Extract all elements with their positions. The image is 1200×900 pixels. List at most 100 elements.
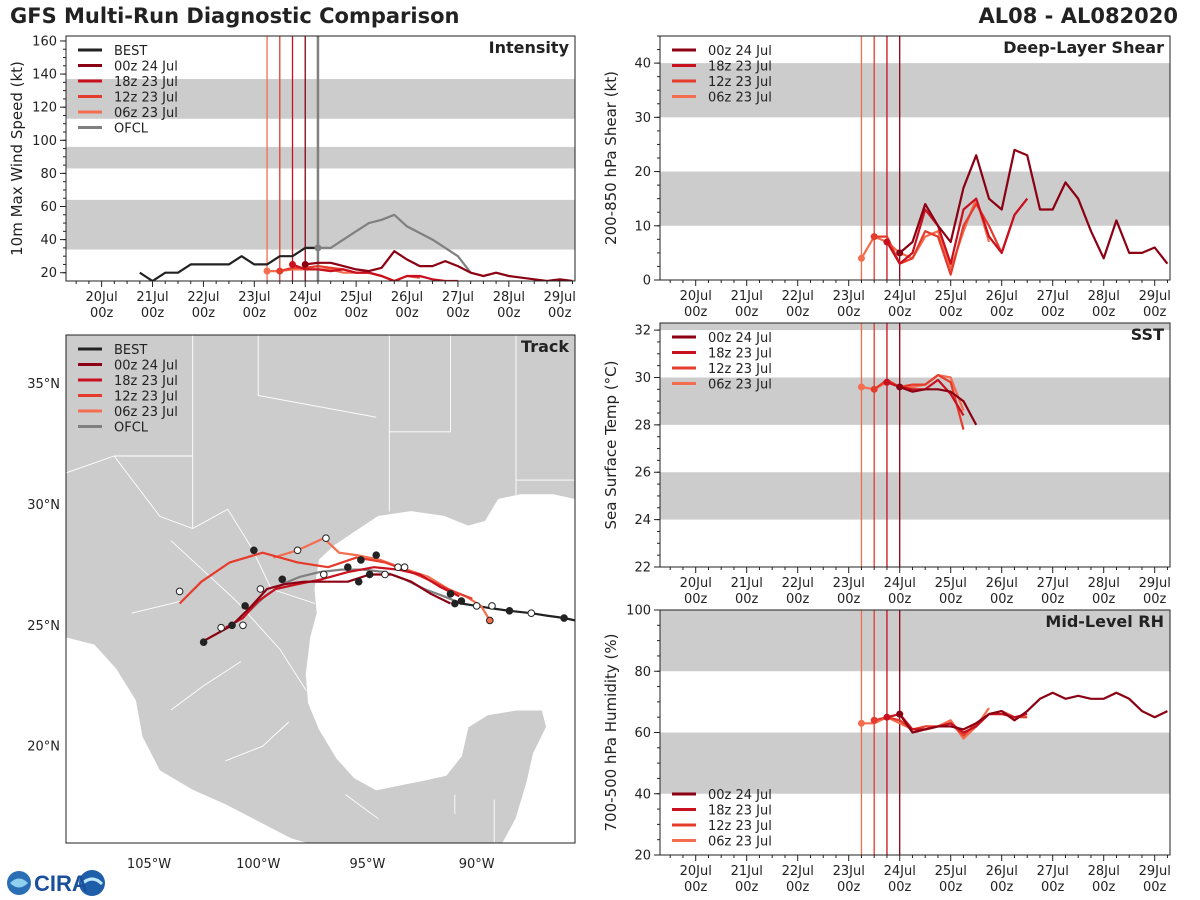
shear-ytick-label: 30 [634,111,651,126]
rh-xtick-day: 29Jul [1139,864,1171,879]
track-marker [365,570,374,579]
shear-ytick-label: 40 [634,57,651,72]
track-legend-label-00z-24-jul: 00z 24 Jul [114,359,178,374]
track-marker [457,597,466,605]
track-marker [400,563,409,572]
intensity-legend-label-ofcl: OFCL [114,122,149,137]
intensity-band-2 [66,79,575,119]
rh-xtick-day: 25Jul [935,864,967,879]
shear-xtick-day: 25Jul [935,289,967,304]
intensity-xtick-day: 28Jul [493,290,525,305]
track-marker [250,546,258,555]
shear-xtick-hour: 00z [888,305,912,320]
intensity-series-00z-24-jul [305,250,573,281]
sst-xtick-hour: 00z [735,592,759,607]
rh-series-start-00z-24-jul [896,710,904,718]
track-marker [199,638,208,647]
intensity-band-1 [66,146,575,169]
track-marker [239,621,247,630]
shear-legend-label-06z-23-jul: 06z 23 Jul [708,91,772,106]
track-panel: 20°N 25°N 30°N 35°N 105°W 100°W 95°W 90°W Track B… [27,334,576,872]
shear-series-start-18z-23-jul [883,238,891,246]
page-title: GFS Multi-Run Diagnostic Comparison [10,4,460,28]
track-title: Track [521,337,569,356]
border-line-10 [131,600,182,614]
rh-xtick-day: 26Jul [986,864,1018,879]
track-marker [278,575,287,584]
border-line-11 [170,661,242,711]
rh-xtick-day: 23Jul [833,864,865,879]
rh-ylabel: 700-500 hPa Humidity (%) [602,633,620,831]
track-marker [217,623,225,632]
pacific-ocean [66,637,346,843]
storm-id: AL08 - AL082020 [978,4,1179,28]
sst-xtick-hour: 00z [939,592,963,607]
track-legend-label-12z-23-jul: 12z 23 Jul [114,390,178,405]
intensity-band-0 [66,199,575,250]
cira-logo-text: CIRA [34,871,88,896]
shear-xtick-hour: 00z [939,305,963,320]
shear-plot-area [660,36,1170,280]
sst-ytick-label: 30 [634,371,651,386]
intensity-xtick-day: 27Jul [442,290,474,305]
sst-frame [659,322,1171,568]
sst-xtick-day: 26Jul [986,576,1018,591]
shear-xtick-day: 24Jul [884,289,916,304]
sst-legend-label-18z-23-jul: 18z 23 Jul [708,347,772,362]
intensity-xtick-day: 25Jul [340,290,372,305]
intensity-ytick-label: 160 [32,34,57,49]
rh-xtick-hour: 00z [1143,880,1167,895]
track-marker [175,587,184,596]
track-marker [505,606,514,615]
track-marker [319,570,328,579]
sst-xtick-day: 23Jul [833,576,865,591]
intensity-ytick-label: 140 [32,68,57,83]
shear-xtick-day: 27Jul [1037,289,1069,304]
shear-xtick-day: 23Jul [833,289,865,304]
sst-ylabel: Sea Surface Temp (°C) [602,360,620,529]
sst-xtick-day: 28Jul [1088,576,1120,591]
border-line-7 [113,455,316,604]
intensity-xtick-hour: 00z [395,306,419,321]
sst-series-00z-24-jul [899,385,978,426]
shear-ytick-label: 0 [643,274,651,289]
intensity-xtick-hour: 00z [294,306,318,321]
rh-xtick-day: 24Jul [884,864,916,879]
track-marker [357,556,365,564]
sst-xtick-hour: 00z [684,592,708,607]
rh-legend-label-12z-23-jul: 12z 23 Jul [708,819,772,834]
intensity-xtick-hour: 00z [497,306,521,321]
shear-xtick-day: 21Jul [731,289,763,304]
intensity-series-start-06z-23-jul [263,267,271,275]
intensity-series-start-00z-24-jul [301,260,309,268]
shear-xtick-hour: 00z [1041,305,1065,320]
shear-xtick-day: 22Jul [782,289,814,304]
track-marker [560,614,568,622]
sst-legend-label-06z-23-jul: 06z 23 Jul [708,378,772,393]
intensity-panel: 2040608010012014016020Jul00z21Jul00z22Ju… [8,34,576,321]
track-legend-label-18z-23-jul: 18z 23 Jul [114,374,178,389]
sst-panel: 22242628303220Jul00z21Jul00z22Jul00z23Ju… [602,322,1171,607]
intensity-xtick-day: 23Jul [238,290,270,305]
sst-band-2 [660,323,1170,331]
border-line-4 [389,335,451,433]
track-marker [381,570,389,579]
sst-xtick-hour: 00z [837,592,861,607]
shear-xtick-day: 29Jul [1139,289,1171,304]
sst-legend-label-00z-24-jul: 00z 24 Jul [708,331,772,346]
sst-ytick-label: 28 [634,418,651,433]
shear-series-start-00z-24-jul [896,249,904,257]
shear-ylabel: 200-850 hPa Shear (kt) [602,71,620,245]
track-legend-label-06z-23-jul: 06z 23 Jul [114,405,178,420]
track-legend-label-best: BEST [114,343,147,358]
rh-xtick-hour: 00z [939,880,963,895]
border-line-9 [170,540,307,691]
rh-xtick-day: 22Jul [782,864,814,879]
border-line-13 [345,794,379,820]
track-ytick-label: 20°N [27,740,60,755]
intensity-ytick-label: 100 [32,134,57,149]
rh-xtick-day: 21Jul [731,864,763,879]
shear-series-start-12z-23-jul [870,233,878,241]
rh-xtick-day: 20Jul [680,864,712,879]
